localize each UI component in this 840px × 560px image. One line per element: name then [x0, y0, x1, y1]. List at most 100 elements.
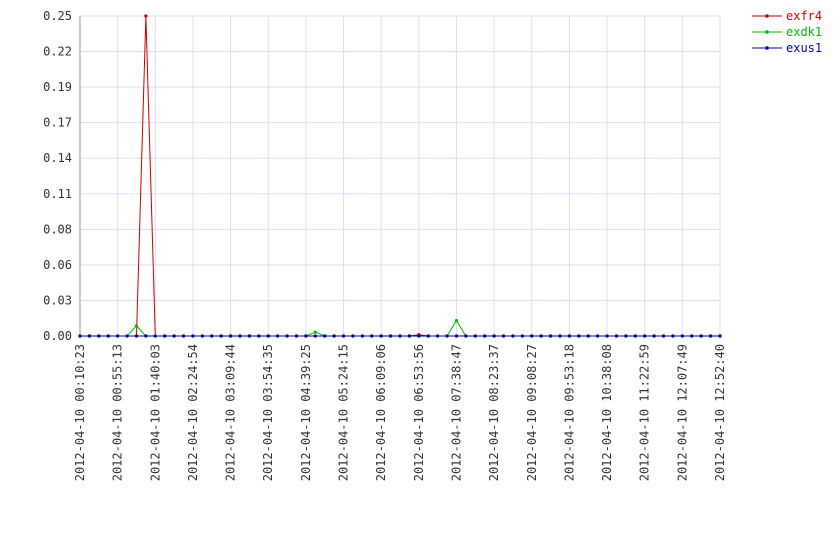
data-point [577, 334, 581, 338]
x-tick-label: 2012-04-10 09:08:27 [525, 344, 539, 481]
data-point [247, 334, 252, 338]
data-point [407, 334, 412, 338]
data-point [78, 334, 82, 338]
x-tick-label: 2012-04-10 00:55:13 [111, 344, 125, 481]
x-tick-label: 2012-04-10 01:40:03 [148, 344, 162, 481]
data-point [464, 334, 468, 338]
x-tick-label: 2012-04-10 03:09:44 [224, 344, 238, 481]
legend-marker [765, 30, 769, 34]
legend-marker [765, 14, 769, 18]
series-line [80, 319, 720, 337]
data-point [257, 334, 261, 338]
data-point [445, 334, 449, 338]
data-point [548, 334, 553, 338]
data-point [708, 334, 713, 338]
data-point [558, 334, 562, 338]
data-point [323, 334, 327, 338]
data-point [643, 334, 647, 338]
x-tick-label: 2012-04-10 02:24:54 [186, 344, 200, 481]
data-point [398, 334, 402, 338]
data-point [106, 334, 110, 338]
y-tick-label: 0.22 [43, 45, 72, 59]
data-point [266, 334, 270, 338]
data-point [200, 334, 204, 338]
legend-marker [765, 46, 769, 50]
data-point [690, 334, 694, 338]
y-tick-label: 0.11 [43, 187, 72, 201]
data-point [652, 334, 656, 338]
data-point [699, 334, 703, 338]
x-tick-label: 2012-04-10 10:38:08 [600, 344, 614, 481]
data-point [539, 334, 543, 338]
y-tick-label: 0.08 [43, 222, 72, 236]
data-point [605, 334, 609, 338]
data-point [285, 334, 289, 338]
x-tick-label: 2012-04-10 04:39:25 [299, 344, 313, 481]
x-tick-label: 2012-04-10 06:53:56 [412, 344, 426, 481]
x-tick-label: 2012-04-10 12:52:40 [713, 344, 727, 481]
data-point [680, 334, 684, 338]
x-tick-label: 2012-04-10 08:23:37 [487, 344, 501, 481]
series-line [80, 15, 720, 337]
data-point [567, 334, 572, 338]
data-point [219, 334, 223, 338]
data-point [633, 334, 637, 338]
data-point [134, 334, 139, 338]
data-point [144, 14, 148, 18]
data-point [614, 334, 619, 338]
x-tick-label: 2012-04-10 05:24:15 [337, 344, 351, 481]
data-point [426, 334, 430, 338]
data-point [454, 319, 459, 323]
data-point [313, 334, 317, 338]
data-point [492, 334, 496, 338]
data-point [304, 334, 308, 338]
data-point [417, 334, 421, 338]
y-tick-label: 0.19 [43, 80, 72, 94]
legend-label: exus1 [786, 41, 822, 55]
legend-label: exdk1 [786, 25, 822, 39]
data-point [97, 334, 101, 338]
data-point [483, 334, 487, 338]
data-point [511, 334, 515, 338]
data-point [116, 334, 120, 338]
data-point [210, 334, 214, 338]
x-tick-label: 2012-04-10 03:54:35 [261, 344, 275, 481]
y-tick-label: 0.06 [43, 258, 72, 272]
data-point [454, 334, 459, 338]
data-point [351, 334, 355, 338]
data-point [294, 334, 299, 338]
data-point [228, 334, 233, 338]
data-point [172, 334, 176, 338]
data-point [360, 334, 364, 338]
data-point [163, 334, 167, 338]
data-point [276, 334, 280, 338]
data-point [313, 330, 317, 334]
data-point [596, 334, 600, 338]
data-point [332, 334, 336, 338]
data-point [436, 334, 440, 338]
y-tick-label: 0.17 [43, 116, 72, 130]
data-point [379, 334, 383, 338]
data-point [530, 334, 534, 338]
data-point [341, 334, 346, 338]
data-point [144, 334, 148, 338]
data-point [134, 324, 139, 328]
data-point [586, 334, 590, 338]
data-point [181, 334, 186, 338]
data-point [370, 334, 374, 338]
data-point [624, 334, 628, 338]
data-point [671, 334, 675, 338]
x-tick-label: 2012-04-10 07:38:47 [449, 344, 463, 481]
y-tick-label: 0.00 [43, 329, 72, 343]
data-point [153, 334, 157, 338]
data-point [191, 334, 195, 338]
y-tick-label: 0.25 [43, 9, 72, 23]
data-point [718, 334, 722, 338]
data-point [87, 334, 92, 338]
x-tick-label: 2012-04-10 06:09:06 [374, 344, 388, 481]
x-tick-label: 2012-04-10 11:22:59 [638, 344, 652, 481]
x-tick-label: 2012-04-10 00:10:23 [73, 344, 87, 481]
data-point [125, 334, 129, 338]
legend-label: exfr4 [786, 9, 822, 23]
data-point [661, 334, 666, 338]
